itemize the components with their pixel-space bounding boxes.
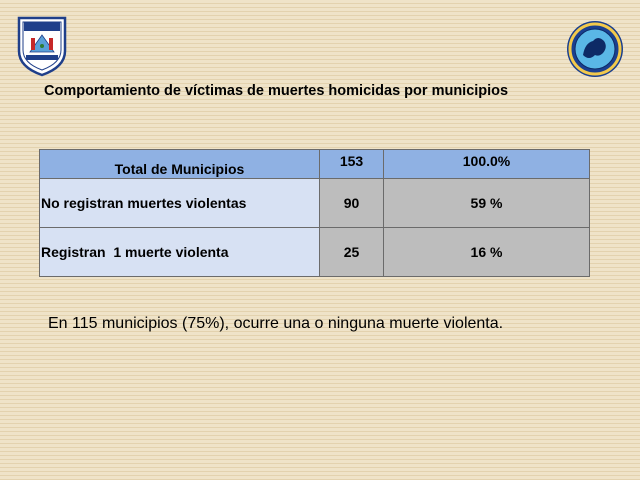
row-count: 90 [319,178,384,228]
total-municipios-count: 153 [319,149,384,179]
police-shield-logo [16,15,68,77]
total-municipios-label: Total de Municipios [39,149,320,179]
row-count: 25 [319,227,384,277]
row-label: Registran 1 muerte violenta [39,227,320,277]
slide-title: Comportamiento de víctimas de muertes ho… [44,83,509,99]
round-emblem-logo [565,19,625,79]
table-header-row: Total de Municipios 153 100.0% [39,149,590,179]
municipality-stats-table: Total de Municipios 153 100.0% No regist… [39,149,590,277]
row-label: No registran muertes violentas [39,178,320,228]
row-percent: 59 % [383,178,590,228]
total-municipios-percent: 100.0% [383,149,590,179]
table-row: Registran 1 muerte violenta 25 16 % [39,227,590,277]
table-row: No registran muertes violentas 90 59 % [39,178,590,228]
summary-text: En 115 municipios (75%), ocurre una o ni… [48,315,504,332]
row-percent: 16 % [383,227,590,277]
